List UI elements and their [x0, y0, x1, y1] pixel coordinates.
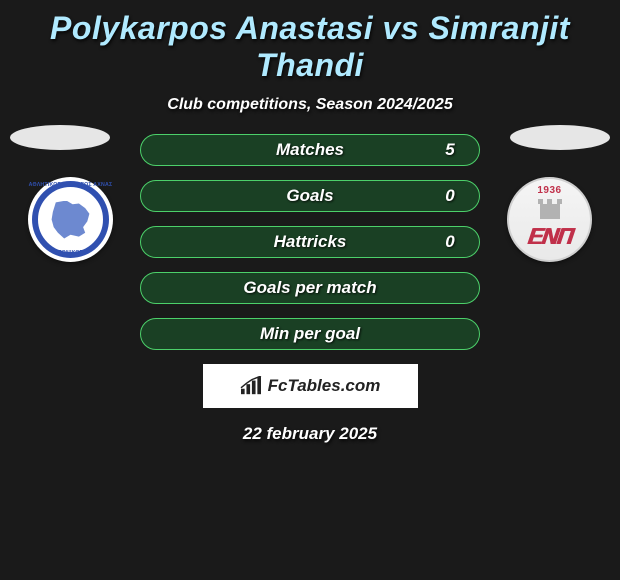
stat-label: Goals: [185, 186, 435, 206]
table-row: Goals per match: [140, 272, 480, 304]
stat-right-value: 0: [435, 186, 465, 206]
badge-right-castle-icon: [538, 199, 562, 219]
club-badge-right: 1936 ENΠ: [507, 177, 592, 262]
subtitle: Club competitions, Season 2024/2025: [0, 96, 620, 114]
stat-right-value: 0: [435, 232, 465, 252]
watermark: FcTables.com: [203, 364, 418, 408]
table-row: Hattricks 0: [140, 226, 480, 258]
table-row: Goals 0: [140, 180, 480, 212]
country-dot-left: [10, 125, 110, 150]
table-row: Matches 5: [140, 134, 480, 166]
stat-label: Goals per match: [185, 278, 435, 298]
stat-label: Matches: [185, 140, 435, 160]
badge-left-bottom-text: ΕΘΝΙΚΟΣ: [26, 250, 115, 256]
stat-right-value: 5: [435, 140, 465, 160]
stats-table: Matches 5 Goals 0 Hattricks 0 Goals per …: [140, 132, 480, 350]
badge-right-text: ENΠ: [509, 225, 590, 247]
watermark-text: FcTables.com: [268, 376, 381, 396]
table-row: Min per goal: [140, 318, 480, 350]
page-title: Polykarpos Anastasi vs Simranjit Thandi: [0, 0, 620, 86]
date-text: 22 february 2025: [0, 424, 620, 444]
badge-left-top-text: ΑΘΛΗΤΙΚΟΣ ΣΥΛΛΟΓΟΣ ΑΧΝΑΣ: [26, 182, 115, 188]
stat-label: Min per goal: [185, 324, 435, 344]
country-dot-right: [510, 125, 610, 150]
stat-label: Hattricks: [185, 232, 435, 252]
barchart-icon: [240, 376, 262, 396]
club-badge-left: ΑΘΛΗΤΙΚΟΣ ΣΥΛΛΟΓΟΣ ΑΧΝΑΣ ΕΘΝΙΚΟΣ: [28, 177, 113, 262]
badge-right-year: 1936: [509, 185, 590, 196]
